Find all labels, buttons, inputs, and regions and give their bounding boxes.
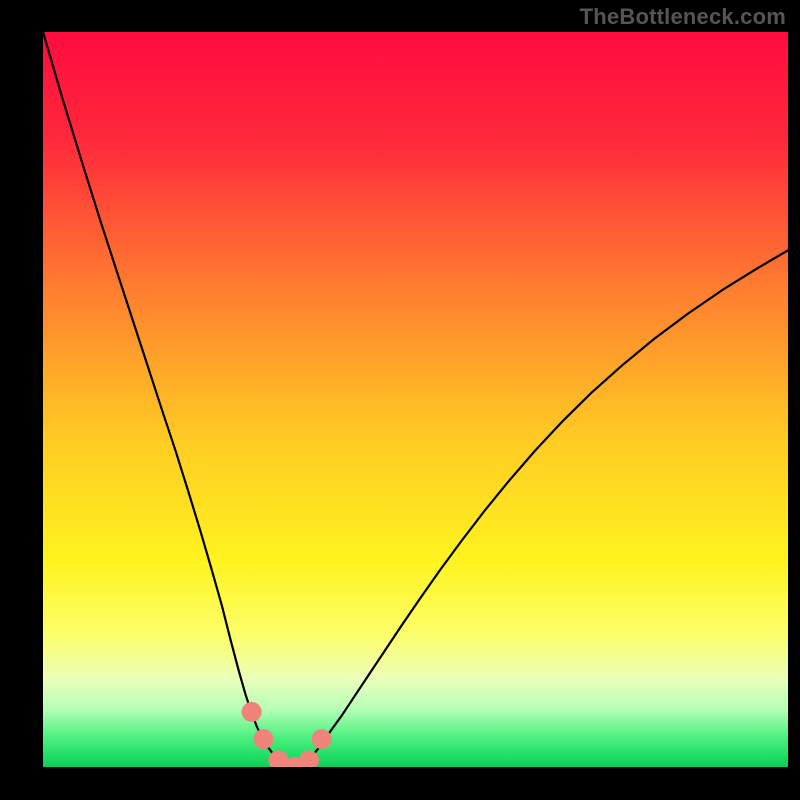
curve-marker: [242, 702, 262, 722]
chart-frame: TheBottleneck.com: [0, 0, 800, 800]
plot-background: [43, 32, 788, 767]
watermark-text: TheBottleneck.com: [580, 4, 786, 30]
curve-marker: [312, 729, 332, 749]
bottleneck-curve-plot: [43, 32, 788, 767]
curve-marker: [254, 729, 274, 749]
